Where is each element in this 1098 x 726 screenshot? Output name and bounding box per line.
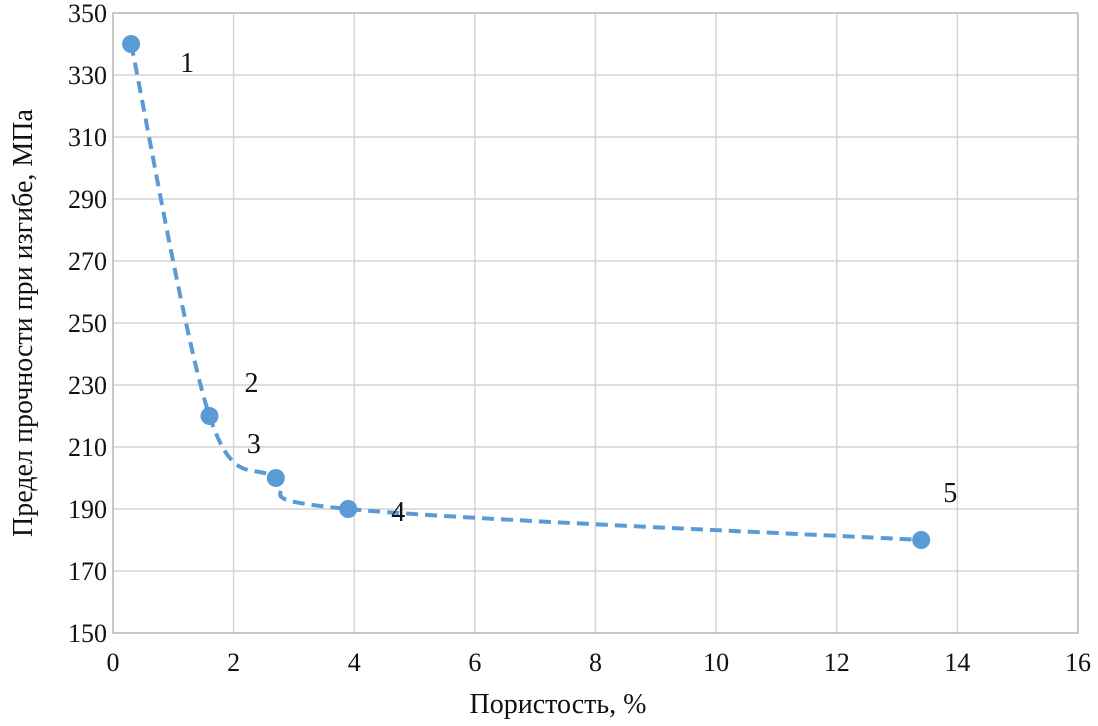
- x-tick-labels: 0 2 4 6 8 10 12 14 16: [107, 648, 1092, 677]
- y-tick-labels: 150 170 190 210 230 250 270 290 310 330 350: [68, 0, 107, 648]
- grid: [112, 12, 1079, 634]
- y-tick-label: 150: [68, 619, 107, 648]
- series-line: [129, 43, 922, 542]
- y-tick-label: 170: [68, 557, 107, 586]
- data-point-label: 3: [247, 429, 261, 460]
- x-tick-label: 2: [227, 648, 240, 677]
- y-tick-label: 250: [68, 309, 107, 338]
- y-axis-title: Предел прочности при изгибе, МПа: [8, 108, 39, 537]
- x-tick-label: 8: [589, 648, 602, 677]
- x-tick-label: 4: [348, 648, 361, 677]
- data-point-4: [339, 500, 358, 518]
- x-tick-label: 16: [1065, 648, 1091, 677]
- data-point-label: 4: [391, 497, 405, 528]
- data-point-1: [122, 35, 141, 53]
- x-tick-label: 0: [107, 648, 120, 677]
- y-tick-label: 230: [68, 371, 107, 400]
- x-axis-title: Пористость, %: [470, 689, 647, 720]
- data-points: 1 2 3 4 5: [122, 35, 957, 549]
- x-tick-label: 10: [703, 648, 729, 677]
- y-tick-label: 310: [68, 123, 107, 152]
- data-point-5: [912, 531, 931, 549]
- y-tick-label: 270: [68, 247, 107, 276]
- y-tick-label: 350: [68, 0, 107, 28]
- y-tick-label: 210: [68, 433, 107, 462]
- plot-frame: [112, 12, 1079, 634]
- data-point-3: [266, 469, 285, 487]
- y-tick-label: 190: [68, 495, 107, 524]
- x-tick-label: 6: [468, 648, 481, 677]
- y-tick-label: 330: [68, 61, 107, 90]
- data-point-2: [200, 407, 219, 425]
- data-point-label: 1: [180, 48, 194, 79]
- y-tick-label: 290: [68, 185, 107, 214]
- data-point-label: 2: [245, 368, 259, 399]
- x-tick-label: 12: [824, 648, 850, 677]
- x-tick-label: 14: [944, 648, 970, 677]
- data-point-label: 5: [943, 478, 957, 509]
